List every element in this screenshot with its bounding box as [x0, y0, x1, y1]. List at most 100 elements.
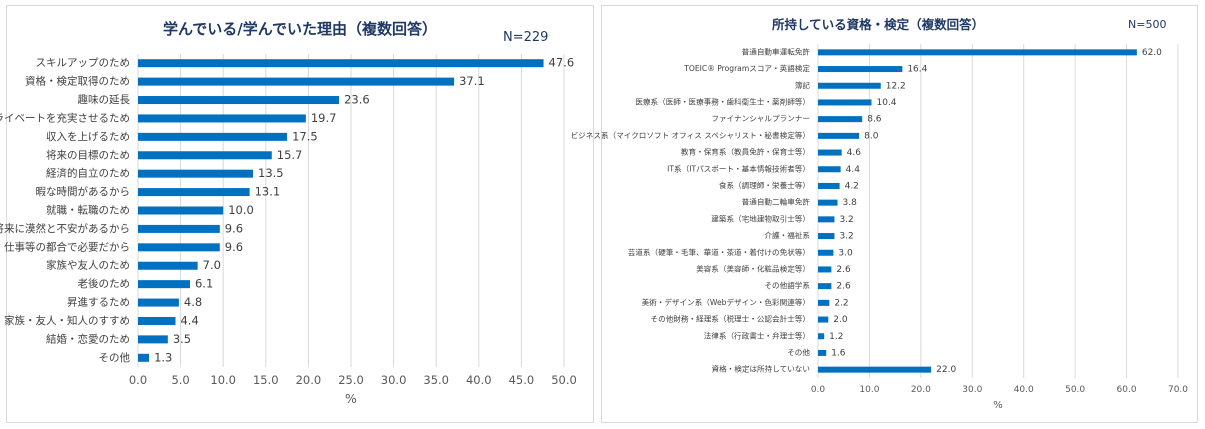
data-label: 19.7: [311, 111, 337, 125]
data-label: 3.0: [838, 248, 853, 258]
bar: [138, 243, 220, 252]
category-label: 介護・福祉系: [764, 230, 810, 240]
x-tick-label: 50.0: [551, 373, 577, 387]
bar: [138, 335, 168, 344]
data-label: 1.6: [831, 348, 846, 358]
x-axis-label: %: [993, 400, 1003, 411]
bar: [138, 188, 250, 197]
bar: [818, 99, 872, 106]
bar: [818, 82, 881, 89]
category-label: 結婚・恋愛のため: [46, 332, 130, 345]
data-label: 7.0: [203, 258, 221, 272]
category-label: 美容系（美容師・化粧品検定等）: [696, 263, 810, 273]
bar: [818, 166, 841, 173]
data-label: 4.6: [847, 148, 862, 158]
data-label: 2.0: [833, 315, 848, 325]
data-label: 62.0: [1142, 48, 1162, 58]
bar: [818, 349, 827, 356]
x-tick-label: 0.0: [129, 373, 147, 387]
data-label: 2.2: [834, 298, 848, 308]
sample-size-label: N=500: [1128, 18, 1167, 31]
category-label: 法律系（行政書士・弁理士等）: [704, 330, 810, 340]
bar: [138, 280, 190, 289]
category-label: 教育・保育系（教員免許・保育士等）: [681, 147, 810, 157]
bar: [138, 298, 179, 307]
category-label: 資格・検定は所持していない: [712, 364, 811, 374]
x-tick-label: 70.0: [1168, 385, 1188, 395]
category-label: その他: [99, 351, 131, 364]
data-label: 13.5: [258, 166, 284, 180]
category-label: 将来に漠然と不安があるから: [0, 222, 130, 235]
data-label: 4.4: [180, 313, 198, 327]
bar: [138, 261, 198, 270]
data-label: 9.6: [225, 240, 243, 254]
data-label: 2.6: [836, 282, 851, 292]
category-label: スキルアップのため: [36, 57, 131, 69]
data-label: 1.3: [154, 350, 172, 364]
data-label: 3.8: [843, 198, 858, 208]
data-label: 2.6: [836, 265, 851, 275]
category-label: その他語学系: [764, 280, 810, 290]
category-label: 暇な時間があるから: [36, 185, 131, 198]
category-label: プライベートを充実させるため: [0, 111, 130, 124]
bar: [138, 206, 224, 215]
category-label: 美術・デザイン系（Webデザイン・色彩関連等）: [642, 297, 810, 307]
data-label: 23.6: [344, 93, 370, 107]
x-tick-label: 10.0: [859, 385, 879, 395]
category-label: その他財務・経理系（税理士・公認会計士等）: [651, 314, 810, 324]
category-label: 普通自動車運転免許: [742, 46, 811, 56]
category-label: TOEIC® Programスコア・英語検定: [683, 63, 810, 73]
data-label: 13.1: [255, 185, 281, 199]
data-label: 3.2: [839, 215, 853, 225]
category-label: 食系（調理師・栄養士等）: [719, 180, 810, 190]
data-label: 1.2: [829, 332, 843, 342]
category-label: ファイナンシャルプランナー: [711, 114, 810, 123]
category-label: 家族・友人・知人のすすめ: [4, 314, 130, 327]
x-tick-label: 10.0: [210, 373, 236, 387]
data-label: 4.4: [846, 165, 861, 175]
bar: [818, 66, 903, 73]
bar: [138, 353, 150, 362]
category-label: ビジネス系（マイクロソフト オフィス スペシャリスト・秘書検定等）: [571, 130, 810, 140]
category-label: 建築系（宅地建物取引士等）: [711, 213, 810, 223]
category-label: 普通自動二輪車免許: [742, 197, 811, 207]
x-tick-label: 50.0: [1065, 385, 1085, 395]
data-label: 22.0: [936, 365, 956, 375]
bar: [138, 77, 455, 86]
category-label: 老後のため: [78, 277, 131, 290]
data-label: 8.0: [864, 131, 879, 141]
x-tick-label: 40.0: [1014, 385, 1034, 395]
data-label: 6.1: [195, 277, 213, 291]
x-tick-label: 40.0: [466, 373, 492, 387]
category-label: 医療系（医師・医療事務・歯科衛生士・薬剤師等）: [635, 96, 810, 106]
x-tick-label: 30.0: [962, 385, 982, 395]
chart-panel-qualifications: 所持している資格・検定（複数回答） N=500 0.0 10.0 20.0 30.0 4…: [571, 5, 1198, 423]
x-tick-label: 15.0: [253, 373, 279, 387]
chart-title: 学んでいる/学んでいた理由（複数回答）: [163, 20, 437, 38]
category-label: 収入を上げるため: [46, 131, 130, 143]
bar: [818, 283, 832, 290]
data-label: 15.7: [277, 148, 303, 162]
bar: [138, 224, 220, 233]
bar: [818, 182, 840, 189]
data-label: 4.8: [184, 295, 202, 309]
data-label: 16.4: [907, 65, 927, 75]
x-tick-label: 0.0: [811, 385, 826, 395]
category-label: 家族や友人のため: [46, 259, 130, 272]
data-label: 10.0: [228, 203, 254, 217]
data-label: 47.6: [549, 56, 575, 70]
data-label: 37.1: [459, 74, 485, 88]
bar: [138, 316, 176, 325]
x-tick-label: 5.0: [171, 373, 189, 387]
bar: [818, 199, 838, 206]
category-label: 趣味の延長: [78, 93, 131, 106]
bar: [138, 114, 306, 123]
bar: [818, 132, 860, 139]
category-label: 就職・転職のため: [46, 204, 130, 217]
bar: [818, 116, 863, 123]
category-label: 簿記: [795, 80, 811, 90]
category-label: 資格・検定取得のため: [25, 75, 130, 88]
category-label: IT系（ITパスポート・基本情報技術者等）: [667, 163, 810, 173]
x-axis-label: %: [345, 391, 357, 406]
sample-size-label: N=229: [503, 30, 549, 45]
